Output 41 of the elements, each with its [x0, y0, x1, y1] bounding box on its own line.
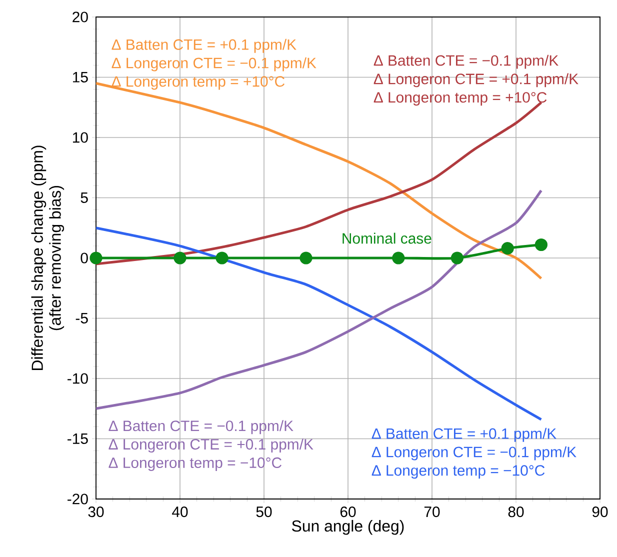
x-tick-label: 50: [256, 506, 272, 518]
annotation: Δ Batten CTE = −0.1 ppm/K: [108, 420, 294, 434]
line-series: [96, 226, 542, 421]
y-axis-title: Differential shape change (ppm) (after removing bias): [31, 146, 64, 370]
annotation: Δ Batten CTE = +0.1 ppm/K: [112, 38, 296, 53]
x-axis-title: Sun angle (deg): [292, 520, 404, 535]
annotation: Δ Batten CTE = +0.1 ppm/K: [372, 428, 556, 442]
annotation: Δ Longeron temp = −10°C: [372, 465, 545, 479]
point: [300, 252, 312, 264]
y-tick-label: -15: [68, 434, 88, 444]
annotation: Δ Longeron temp = −10°C: [108, 457, 282, 471]
point: [450, 252, 464, 264]
annotation: Δ Longeron CTE = −0.1 ppm/K: [372, 446, 576, 460]
x-tick-label: 70: [424, 506, 440, 518]
annotation: Δ Longeron temp = +10°C: [374, 92, 547, 106]
y-tick-label: 15: [73, 72, 88, 82]
x-tick-label: 90: [592, 506, 608, 518]
y-tick-label: 5: [80, 192, 88, 203]
y-tick-label: 0: [80, 252, 88, 264]
annotation: Δ Longeron CTE = −0.1 ppm/K: [112, 57, 316, 72]
series-label: Nominal case: [342, 232, 432, 244]
y-tick-label: -5: [76, 313, 88, 324]
x-tick-label: 40: [172, 506, 188, 518]
point: [216, 252, 228, 264]
point: [90, 252, 102, 264]
y-tick-label: 20: [72, 12, 88, 22]
annotation: Δ Longeron CTE = +0.1 ppm/K: [108, 438, 314, 453]
x-tick-label: 60: [340, 506, 356, 518]
point: [501, 242, 514, 255]
x-tick-label: 30: [88, 506, 104, 518]
point: [174, 252, 186, 264]
y-tick-label: -10: [68, 373, 88, 384]
x-tick-label: 80: [508, 506, 524, 518]
annotation: Δ Longeron CTE = +0.1 ppm/K: [374, 73, 578, 88]
point: [392, 252, 405, 264]
annotation: Δ Batten CTE = −0.1 ppm/K: [374, 54, 558, 69]
annotation: Δ Longeron temp = +10°C: [112, 76, 285, 90]
y-tick-label: 10: [73, 132, 88, 143]
y-tick-label: -20: [68, 494, 88, 504]
point: [534, 238, 548, 252]
line-series: [96, 189, 542, 410]
